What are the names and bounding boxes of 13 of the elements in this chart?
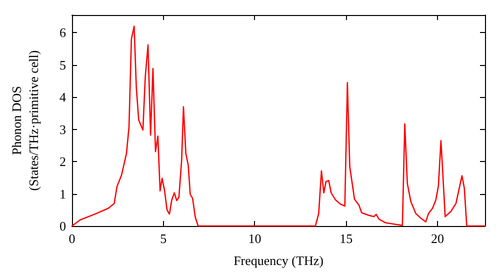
y-tick-label: 6 [60, 25, 66, 40]
x-tick-label: 5 [160, 231, 167, 246]
x-tick-label: 20 [430, 231, 444, 246]
y-tick-label: 2 [60, 154, 66, 170]
y-tick-label: 1 [60, 186, 66, 202]
y-axis-title: Phonon DOS (States/THz·primitive cell) [9, 50, 41, 191]
y-tick-label: 0 [60, 218, 66, 234]
x-tick-label: 10 [248, 231, 262, 246]
x-tick-label: 15 [340, 231, 353, 246]
y-tick-label: 4 [60, 90, 66, 105]
y-tick-label: 3 [60, 122, 66, 137]
x-axis-title: Frequency (THz) [234, 253, 324, 268]
y-tick-label: 5 [60, 57, 66, 72]
